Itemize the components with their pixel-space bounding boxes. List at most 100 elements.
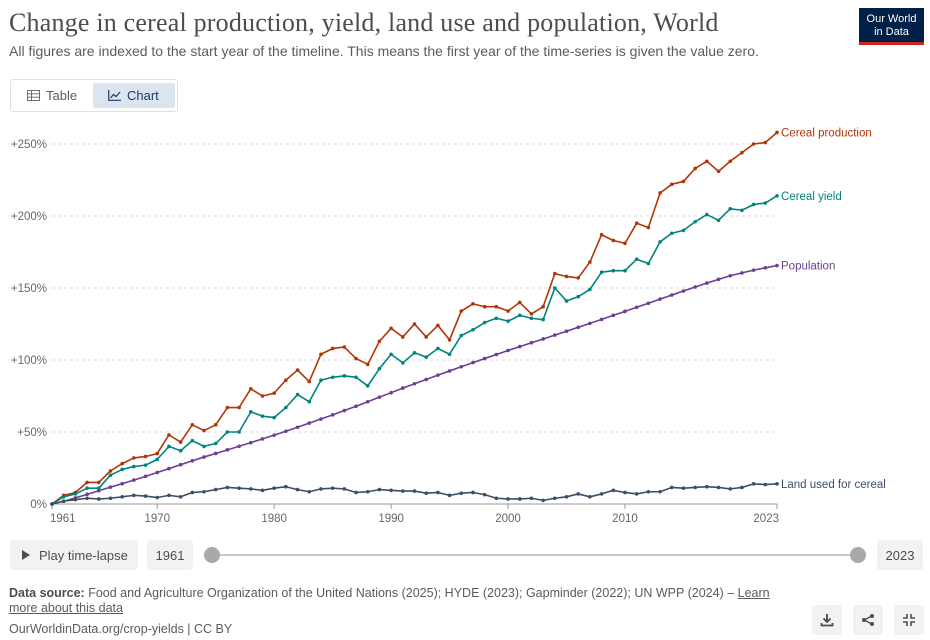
timeline-track[interactable] <box>212 554 858 556</box>
data-point <box>412 351 417 355</box>
data-point <box>354 375 358 380</box>
data-point <box>763 140 768 145</box>
y-tick-label: +200% <box>11 211 47 223</box>
data-point <box>529 312 534 316</box>
data-point <box>763 201 768 205</box>
data-point <box>623 268 627 273</box>
logo-line-2: in Data <box>874 26 909 38</box>
download-button[interactable] <box>812 605 842 635</box>
data-point <box>73 497 78 502</box>
play-label: Play time-lapse <box>39 547 128 563</box>
view-tabs: Table Chart <box>10 79 178 112</box>
fullscreen-icon <box>903 614 915 626</box>
data-point <box>646 225 651 230</box>
data-point <box>658 489 662 494</box>
data-point <box>237 430 241 434</box>
timeline-end-handle[interactable] <box>850 547 866 563</box>
data-point <box>143 494 148 498</box>
fullscreen-button[interactable] <box>894 605 924 635</box>
data-point <box>634 257 639 261</box>
data-point <box>225 485 230 490</box>
data-point <box>190 490 195 495</box>
data-point <box>459 491 464 496</box>
data-point <box>178 462 183 467</box>
y-tick-label: +150% <box>11 283 47 295</box>
data-point <box>108 469 113 473</box>
data-point <box>295 368 300 372</box>
line-chart-icon <box>108 90 121 101</box>
data-point <box>272 391 276 395</box>
tab-table[interactable]: Table <box>15 83 93 108</box>
data-point <box>389 390 393 395</box>
data-point <box>716 485 721 490</box>
data-point <box>178 495 183 499</box>
data-point <box>342 487 347 491</box>
data-point <box>248 440 253 445</box>
data-point <box>447 493 452 498</box>
timeline-start-year[interactable]: 1961 <box>147 540 193 570</box>
chart-subtitle: All figures are indexed to the start yea… <box>9 43 759 59</box>
data-point <box>167 444 171 449</box>
data-point <box>424 491 428 496</box>
data-point <box>120 461 124 466</box>
data-point <box>412 489 417 493</box>
data-point <box>354 404 358 409</box>
data-point <box>623 241 627 246</box>
learn-more-link[interactable]: Learn more about this data <box>9 586 770 615</box>
data-point <box>85 496 89 501</box>
data-point <box>517 497 522 501</box>
data-point <box>728 273 733 278</box>
data-point <box>599 492 604 496</box>
data-point <box>178 440 183 444</box>
data-point <box>190 423 195 427</box>
data-point <box>728 487 733 491</box>
data-point <box>588 495 592 499</box>
data-point <box>471 302 475 306</box>
share-button[interactable] <box>853 605 883 635</box>
x-tick-label: 1970 <box>144 513 170 525</box>
play-timelapse-button[interactable]: Play time-lapse <box>10 540 138 570</box>
data-point <box>646 489 651 494</box>
grid-lines <box>52 143 777 433</box>
timeline-end-year[interactable]: 2023 <box>877 540 923 570</box>
data-point <box>132 478 136 482</box>
data-point <box>611 268 616 273</box>
data-point <box>108 496 113 501</box>
series-end-label: Population <box>781 261 835 273</box>
data-point <box>553 286 557 290</box>
data-point <box>330 413 335 417</box>
x-tick-label: 2023 <box>753 513 779 525</box>
data-point <box>377 487 382 492</box>
owid-logo[interactable]: Our World in Data <box>859 8 924 45</box>
data-point <box>576 325 581 330</box>
data-point <box>132 493 136 498</box>
data-point <box>202 489 206 494</box>
data-point <box>307 379 312 384</box>
data-point <box>389 326 393 331</box>
data-point <box>225 448 230 452</box>
data-point <box>342 345 347 349</box>
tab-chart[interactable]: Chart <box>93 83 175 108</box>
data-point <box>248 410 253 414</box>
data-point <box>401 489 405 493</box>
data-point <box>167 493 171 498</box>
data-point <box>61 499 66 503</box>
y-tick-label: 0% <box>30 499 47 511</box>
y-tick-label: +250% <box>11 139 47 151</box>
data-point <box>751 142 756 146</box>
data-point <box>155 457 160 462</box>
timeline-start-handle[interactable] <box>204 547 220 563</box>
data-point <box>248 487 253 491</box>
data-point <box>260 437 265 441</box>
data-point <box>529 340 534 345</box>
data-point <box>424 335 428 339</box>
data-point <box>740 150 744 155</box>
data-point <box>716 277 721 282</box>
data-point <box>108 485 113 489</box>
data-point <box>85 480 89 485</box>
play-icon <box>22 550 30 560</box>
data-point <box>751 268 756 272</box>
data-point <box>541 304 545 309</box>
data-point <box>202 455 206 459</box>
data-point <box>553 496 557 501</box>
